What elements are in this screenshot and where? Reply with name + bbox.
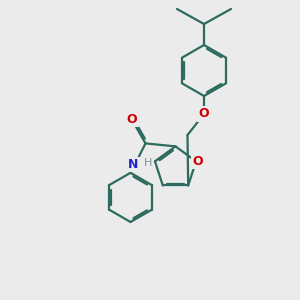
- Text: O: O: [192, 155, 203, 168]
- Text: H: H: [144, 158, 153, 168]
- Text: N: N: [128, 158, 139, 171]
- Text: O: O: [127, 113, 137, 126]
- Text: O: O: [199, 107, 209, 121]
